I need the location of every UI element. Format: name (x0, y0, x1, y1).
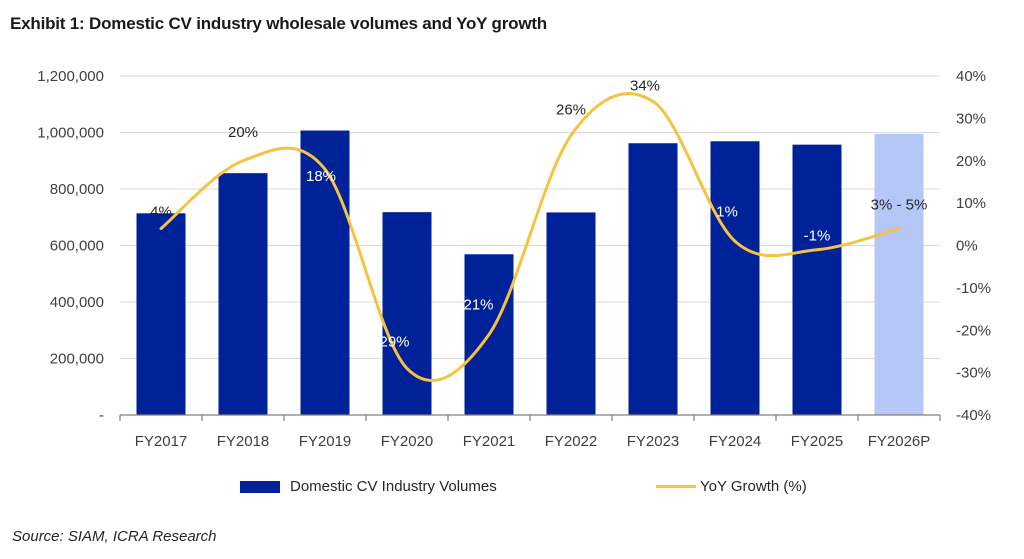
x-tick-label: FY2018 (217, 433, 270, 450)
chart-title: Exhibit 1: Domestic CV industry wholesal… (10, 14, 547, 33)
bar (546, 212, 596, 415)
y-right-tick-label: 0% (956, 238, 978, 255)
growth-data-label: 20% (228, 124, 258, 141)
legend-item-growth: YoY Growth (%) (656, 478, 807, 495)
source-note: Source: SIAM, ICRA Research (12, 528, 217, 545)
bar (382, 212, 432, 415)
y-left-tick-label: 1,000,000 (37, 125, 104, 142)
bars (136, 130, 924, 416)
x-tick-label: FY2017 (135, 433, 188, 450)
x-tick-label: FY2023 (627, 433, 680, 450)
legend-label-volumes: Domestic CV Industry Volumes (290, 478, 497, 495)
x-tick-label: FY2026P (868, 433, 931, 450)
growth-data-label: 18% (306, 168, 336, 185)
legend-item-volumes: Domestic CV Industry Volumes (240, 478, 497, 495)
bar (136, 213, 186, 415)
data-labels: 4% 20% 18% -29% -21% 26% 34% 1% -1% 3% - 5% (150, 77, 927, 350)
bar (710, 141, 760, 415)
x-tick-label: FY2025 (791, 433, 844, 450)
y-right-tick-label: 20% (956, 153, 986, 170)
growth-data-label: 34% (630, 77, 660, 94)
tick-labels: - 200,000 400,000 600,000 800,000 1,000,000 1,… (37, 68, 991, 450)
x-tick-label: FY2024 (709, 433, 762, 450)
y-right-tick-label: -30% (956, 365, 991, 382)
growth-data-label: 4% (150, 204, 172, 221)
y-right-tick-label: 30% (956, 110, 986, 127)
growth-line (159, 92, 901, 382)
y-right-tick-label: -20% (956, 322, 991, 339)
x-tick-label: FY2020 (381, 433, 434, 450)
y-left-tick-label: 200,000 (50, 351, 104, 368)
growth-data-label: -29% (374, 333, 409, 350)
y-left-tick-label: 600,000 (50, 238, 104, 255)
legend-swatch-bar (240, 480, 280, 493)
legend-swatch-line (656, 485, 696, 488)
y-right-tick-label: -10% (956, 280, 991, 297)
growth-line-path (159, 92, 901, 382)
y-right-tick-label: -40% (956, 407, 991, 424)
y-left-tick-label: 800,000 (50, 181, 104, 198)
y-right-tick-label: 40% (956, 68, 986, 85)
growth-data-label: -1% (804, 228, 831, 245)
y-right-tick-label: 10% (956, 195, 986, 212)
x-tick-label: FY2019 (299, 433, 352, 450)
growth-data-label: -21% (458, 296, 493, 313)
growth-data-label: 1% (716, 203, 738, 220)
bar (792, 144, 842, 415)
y-left-tick-label: 1,200,000 (37, 68, 104, 85)
legend-label-growth: YoY Growth (%) (700, 478, 807, 495)
x-tick-label: FY2022 (545, 433, 598, 450)
bar (300, 130, 350, 415)
bar (218, 173, 268, 415)
bar (628, 143, 678, 416)
y-left-tick-label: 400,000 (50, 294, 104, 311)
bar (874, 133, 924, 415)
x-tick-label: FY2021 (463, 433, 516, 450)
growth-data-label: 3% - 5% (871, 197, 928, 214)
growth-data-label: 26% (556, 101, 586, 118)
axes (119, 414, 941, 421)
y-left-tick-label: - (99, 407, 104, 424)
